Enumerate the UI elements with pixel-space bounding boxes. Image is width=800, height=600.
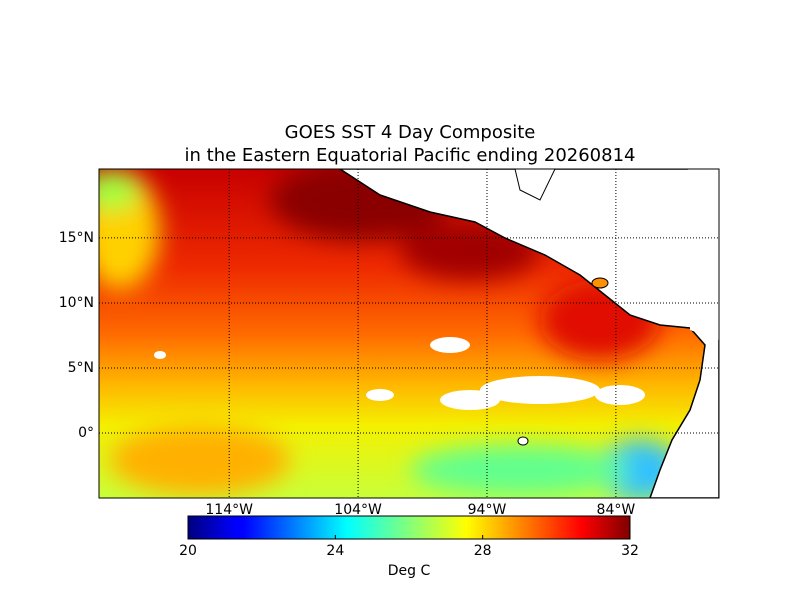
title-line: GOES SST 4 Day Composite: [285, 122, 536, 143]
lat-label: 10°N: [59, 295, 94, 311]
colorbar: [187, 515, 631, 540]
lon-label: 94°W: [468, 502, 507, 518]
colorbar-tick-label: 32: [621, 543, 639, 559]
colorbar-tick-label: 28: [474, 543, 492, 559]
lon-label: 84°W: [597, 502, 636, 518]
lat-label: 0°: [78, 425, 94, 441]
lat-label: 15°N: [59, 230, 94, 246]
lon-label: 104°W: [334, 502, 382, 518]
map-frame: [98, 168, 720, 499]
colorbar-label: Deg C: [388, 563, 431, 579]
colorbar-tick-label: 24: [326, 543, 344, 559]
graticule: [99, 169, 719, 498]
colorbar-tick-label: 20: [179, 543, 197, 559]
sst-field: [99, 169, 719, 498]
lon-label: 114°W: [205, 502, 253, 518]
title-line: in the Eastern Equatorial Pacific ending…: [185, 145, 636, 166]
lat-label: 5°N: [68, 360, 94, 376]
